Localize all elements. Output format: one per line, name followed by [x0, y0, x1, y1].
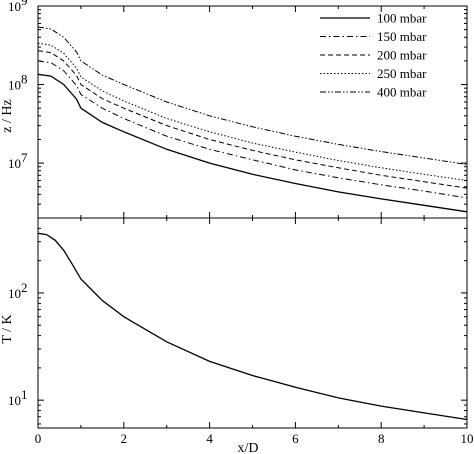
temperature-panel: 10 110 20 2 4 6 8 10 — [8, 217, 474, 446]
plot-frame — [37, 217, 468, 429]
legend-label: 150 mbar — [377, 29, 427, 44]
series-line-3 — [37, 50, 468, 189]
y-tick-exponent: 7 — [21, 150, 28, 165]
series-line-1 — [37, 232, 468, 421]
y-tick-exponent: 2 — [21, 280, 28, 295]
x-tick-label: 8 — [378, 431, 385, 446]
t-axis-title: T / K — [0, 314, 15, 343]
x-axis-title: x/D — [238, 441, 259, 454]
legend-label: 200 mbar — [377, 48, 427, 63]
x-tick-label: 6 — [292, 431, 299, 446]
y-tick-exponent: 1 — [21, 387, 28, 402]
y-tick-exponent: 9 — [21, 0, 28, 8]
series-line-2 — [37, 60, 468, 199]
legend-label: 400 mbar — [377, 85, 427, 100]
z-axis-title: z / Hz — [0, 99, 15, 132]
y-tick-label: 10 — [8, 286, 21, 301]
y-tick-label: 10 — [8, 393, 21, 408]
legend-label: 100 mbar — [377, 11, 427, 26]
series-line-1 — [37, 73, 468, 213]
x-tick-label: 0 — [35, 431, 42, 446]
y-tick-label: 10 — [8, 0, 21, 14]
x-tick-label: 2 — [121, 431, 128, 446]
y-tick-exponent: 8 — [21, 72, 28, 87]
y-tick-label: 10 — [8, 78, 21, 93]
series-line-4 — [37, 42, 468, 181]
x-tick-label: 10 — [461, 431, 474, 446]
legend-label: 250 mbar — [377, 66, 427, 81]
series-line-5 — [37, 26, 468, 165]
x-tick-label: 4 — [206, 431, 213, 446]
y-tick-label: 10 — [8, 156, 21, 171]
